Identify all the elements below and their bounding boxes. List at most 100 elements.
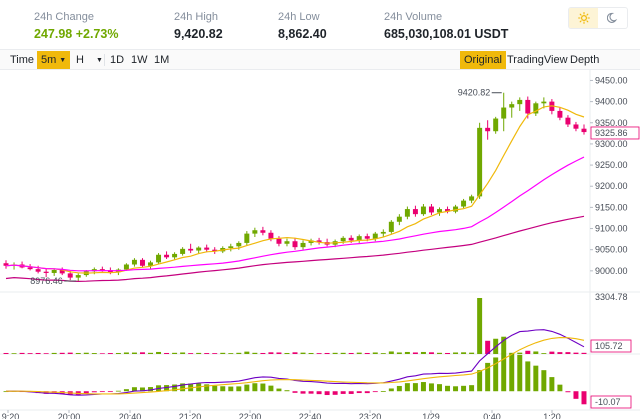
- candle-up: [300, 242, 306, 248]
- stat-value: 247.98 +2.73%: [34, 27, 119, 41]
- macd-bar-down: [83, 391, 89, 394]
- volume-bar-up: [172, 352, 178, 354]
- candle-up: [501, 107, 507, 119]
- candle-down: [268, 232, 274, 239]
- volume-bar-up: [220, 352, 226, 354]
- candle-up: [372, 233, 378, 239]
- candle-up: [196, 247, 202, 251]
- candle-up: [533, 103, 539, 114]
- volume-bar-up: [332, 352, 338, 354]
- macd-bar-up: [485, 362, 491, 392]
- volume-bar-up: [156, 351, 162, 354]
- volume-bar-up: [380, 353, 386, 354]
- indicator-select[interactable]: H ▼: [72, 51, 107, 69]
- macd-bar-down: [91, 391, 97, 393]
- macd-bar-up: [396, 385, 402, 392]
- range-1w[interactable]: 1W: [131, 54, 148, 66]
- y-tick-label: 9250.00: [595, 160, 628, 170]
- volume-bar-up: [437, 352, 442, 354]
- view-depth[interactable]: Depth: [570, 54, 600, 66]
- macd-bar-up: [412, 383, 418, 392]
- min-price-label: 8976.46: [30, 276, 63, 286]
- sun-icon[interactable]: [569, 8, 598, 28]
- macd-bar-up: [541, 370, 547, 392]
- y-tick-label: 9350.00: [595, 118, 628, 128]
- chart-canvas[interactable]: 9450.00 9400.00 9350.00 9300.00 9250.00 9200.…: [0, 70, 640, 419]
- volume-bar-up: [372, 352, 378, 354]
- volume-bar-up: [396, 352, 402, 354]
- volume-bar-down: [99, 353, 105, 354]
- candle-down: [3, 263, 9, 266]
- macd-bar-down: [99, 391, 105, 393]
- volume-bar-down: [212, 353, 218, 354]
- volume-bar-up: [509, 352, 515, 354]
- macd-bar-up: [525, 361, 531, 392]
- candle-up: [244, 233, 250, 243]
- candle-up: [517, 99, 523, 105]
- y-tick-label: 9100.00: [595, 224, 628, 234]
- volume-bar-up: [123, 352, 129, 354]
- x-tick-label: 23:20: [359, 412, 382, 419]
- volume-bar-up: [244, 351, 250, 354]
- interval-select[interactable]: 5m ▼: [37, 51, 71, 69]
- macd-bar-down: [565, 391, 571, 393]
- macd-bar-down: [340, 391, 346, 394]
- macd-bar-up: [164, 385, 170, 392]
- moon-icon[interactable]: [598, 8, 627, 28]
- volume-bar-up: [75, 352, 81, 354]
- macd-bar-down: [324, 391, 330, 396]
- volume-bar-down: [43, 353, 49, 354]
- x-tick-label: 20:40: [119, 412, 142, 419]
- x-tick-label: 21:20: [179, 412, 202, 419]
- volume-bar-up: [300, 352, 306, 354]
- macd-bar-up: [148, 387, 153, 392]
- stat-24h-high: 24h High 9,420.82: [174, 10, 223, 41]
- price-chart[interactable]: 9450.00 9400.00 9350.00 9300.00 9250.00 9200.…: [0, 70, 640, 419]
- macd-bar-up: [139, 387, 145, 392]
- volume-bar-up: [196, 352, 202, 354]
- x-tick-label: 20:00: [58, 412, 81, 419]
- candle-down: [364, 236, 370, 239]
- candle-down: [212, 249, 218, 252]
- ma-mid-line: [5, 156, 585, 272]
- macd-bar-up: [380, 391, 386, 392]
- volume-bar-down: [565, 352, 571, 354]
- macd-current-tag: [590, 395, 632, 409]
- macd-bar-down: [107, 391, 113, 393]
- indicator-value: H: [76, 54, 84, 66]
- x-tick-label: 0:40: [483, 412, 501, 419]
- volume-bar-down: [364, 352, 370, 354]
- volume-bar-down: [292, 352, 298, 354]
- candle-up: [356, 236, 362, 241]
- volume-bar-down: [428, 352, 434, 354]
- volume-current-label: 105.72: [595, 341, 623, 351]
- macd-current-label: -10.07: [595, 397, 621, 407]
- candle-down: [164, 254, 170, 258]
- volume-bar-down: [268, 352, 274, 354]
- x-tick-label: 1/29: [422, 412, 440, 419]
- volume-bar-up: [236, 352, 242, 354]
- range-1m[interactable]: 1M: [154, 54, 170, 66]
- stat-24h-low: 24h Low 8,862.40: [278, 10, 327, 41]
- range-1d[interactable]: 1D: [110, 54, 125, 66]
- view-tradingview[interactable]: TradingView: [507, 54, 568, 66]
- candle-up: [172, 253, 178, 258]
- theme-toggle[interactable]: [568, 7, 628, 29]
- candle-up: [148, 262, 153, 266]
- view-original[interactable]: Original: [460, 51, 506, 69]
- max-price-label: 9420.82: [458, 88, 491, 98]
- current-price-label: 9325.86: [595, 128, 628, 138]
- candle-down: [565, 117, 571, 125]
- macd-bar-up: [404, 383, 410, 392]
- macd-bar-up: [115, 390, 121, 392]
- macd-bar-up: [445, 385, 451, 392]
- candle-down: [188, 248, 194, 251]
- macd-bar-up: [252, 383, 258, 392]
- macd-bar-down: [573, 391, 579, 399]
- macd-bar-up: [493, 357, 499, 392]
- volume-bar-down: [316, 353, 322, 354]
- volume-bar-down: [27, 353, 33, 354]
- macd-bar-down: [581, 391, 587, 405]
- macd-bar-up: [549, 377, 555, 392]
- volume-bar-up: [461, 352, 467, 354]
